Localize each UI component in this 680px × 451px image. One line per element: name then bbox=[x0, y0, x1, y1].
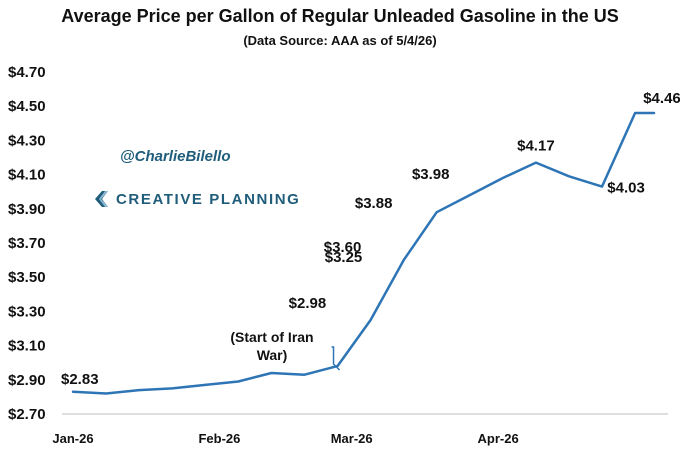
y-tick-label: $3.10 bbox=[8, 338, 46, 355]
data-label: $4.17 bbox=[517, 138, 555, 155]
creative-planning-logo: CREATIVE PLANNING bbox=[92, 189, 300, 209]
x-tick-label: Mar-26 bbox=[331, 431, 373, 446]
y-tick-label: $4.30 bbox=[8, 132, 46, 149]
y-tick-label: $3.50 bbox=[8, 269, 46, 286]
data-label: $3.25 bbox=[325, 249, 363, 266]
logo-text: CREATIVE PLANNING bbox=[116, 190, 301, 208]
data-label: $2.98 bbox=[289, 295, 327, 312]
y-tick-label: $4.10 bbox=[8, 167, 46, 184]
y-tick-label: $3.30 bbox=[8, 303, 46, 320]
data-label: $2.83 bbox=[61, 371, 99, 388]
y-tick-label: $4.50 bbox=[8, 98, 46, 115]
data-label: $4.03 bbox=[607, 180, 645, 197]
y-tick-label: $2.90 bbox=[8, 372, 46, 389]
data-label: $3.98 bbox=[412, 166, 450, 183]
y-tick-label: $3.70 bbox=[8, 235, 46, 252]
y-tick-label: $3.90 bbox=[8, 201, 46, 218]
data-label: $4.46 bbox=[643, 90, 680, 107]
data-label: $3.60 bbox=[324, 239, 362, 256]
annotation-text: (Start of Iran bbox=[230, 329, 313, 345]
y-tick-label: $4.70 bbox=[8, 64, 46, 81]
x-tick-label: Feb-26 bbox=[198, 431, 240, 446]
chart-title: Average Price per Gallon of Regular Unle… bbox=[61, 6, 619, 26]
annotation-leader-line bbox=[331, 346, 341, 371]
y-tick-label: $2.70 bbox=[8, 406, 46, 423]
x-tick-label: Jan-26 bbox=[52, 431, 93, 446]
creative-planning-logo-icon bbox=[95, 191, 108, 207]
x-tick-label: Apr-26 bbox=[478, 431, 519, 446]
data-label: $3.88 bbox=[355, 195, 393, 212]
series-line bbox=[71, 111, 656, 395]
author-handle: @CharlieBilello bbox=[120, 148, 231, 165]
annotation-text: War) bbox=[257, 347, 288, 363]
chart-subtitle: (Data Source: AAA as of 5/4/26) bbox=[243, 33, 437, 48]
